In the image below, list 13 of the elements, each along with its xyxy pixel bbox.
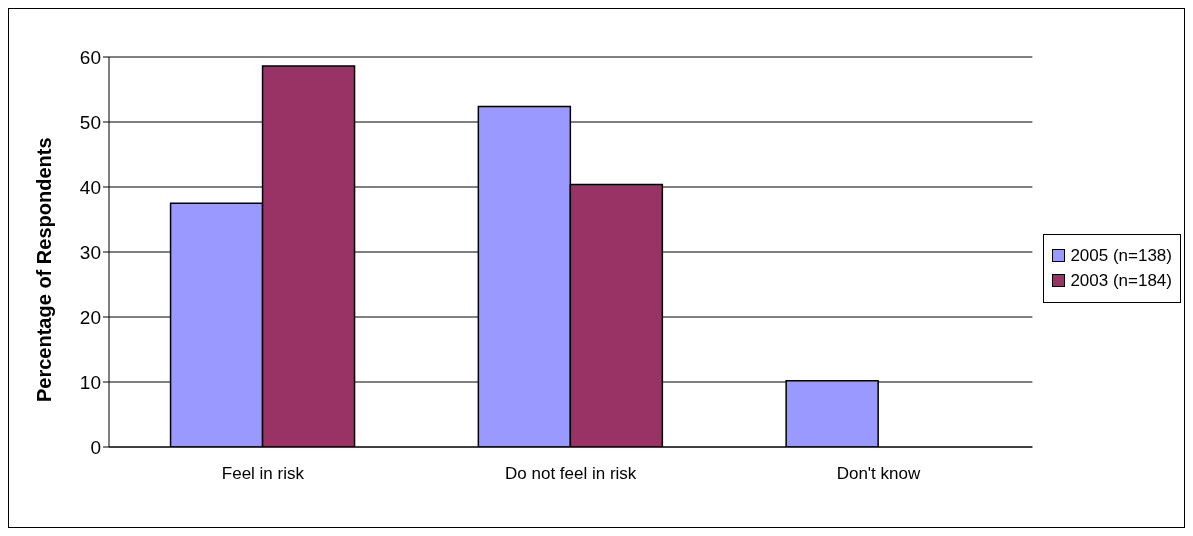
- y-tick-label: 10: [79, 371, 101, 393]
- y-tick-label: 0: [90, 436, 101, 458]
- y-tick-label: 30: [79, 241, 101, 263]
- y-axis-title: Percentage of Respondents: [33, 137, 56, 402]
- y-tick-label: 40: [79, 176, 101, 198]
- x-tick-label: Do not feel in risk: [505, 464, 637, 484]
- legend-label: 2005 (n=138): [1070, 245, 1172, 266]
- y-tick-label: 20: [79, 306, 101, 328]
- y-tick-label: 60: [79, 46, 101, 68]
- legend-label: 2003 (n=184): [1070, 270, 1172, 291]
- x-tick-label: Feel in risk: [221, 464, 305, 484]
- x-tick-label: Don't know: [836, 464, 921, 484]
- y-tick-label: 50: [79, 111, 101, 133]
